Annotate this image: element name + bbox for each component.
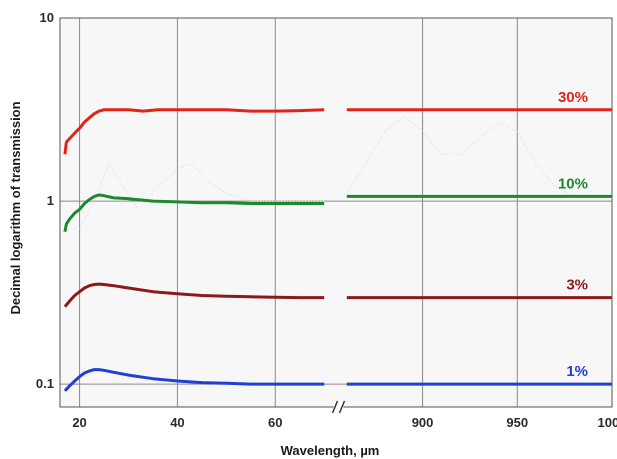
x-tick-label: 40 [170,415,184,430]
series-line [63,368,325,392]
y-axis-title: Decimal logarithm of transmission [8,101,23,314]
series-line [63,108,325,155]
series-label: 10% [558,175,588,192]
x-tick-label: 20 [72,415,86,430]
y-tick-label: 10 [40,10,54,25]
series-line [63,282,325,308]
x-tick-label: 900 [412,415,434,430]
y-tick-label: 1 [47,193,54,208]
series-label: 30% [558,89,588,106]
x-axis-title: Wavelength, µm [281,443,380,458]
plot-background [60,18,612,407]
x-tick-label: 950 [506,415,528,430]
y-tick-label: 0.1 [36,376,54,391]
background-trace [346,115,575,198]
axis-break-slash [338,400,346,414]
x-tick-label: 1000 [598,415,617,430]
axis-break-slash [331,400,339,414]
axis-break-gap [333,401,344,413]
x-tick-label: 60 [268,415,282,430]
series-label: 1% [566,363,588,380]
series-label: 3% [566,277,588,294]
series-line [63,193,325,232]
